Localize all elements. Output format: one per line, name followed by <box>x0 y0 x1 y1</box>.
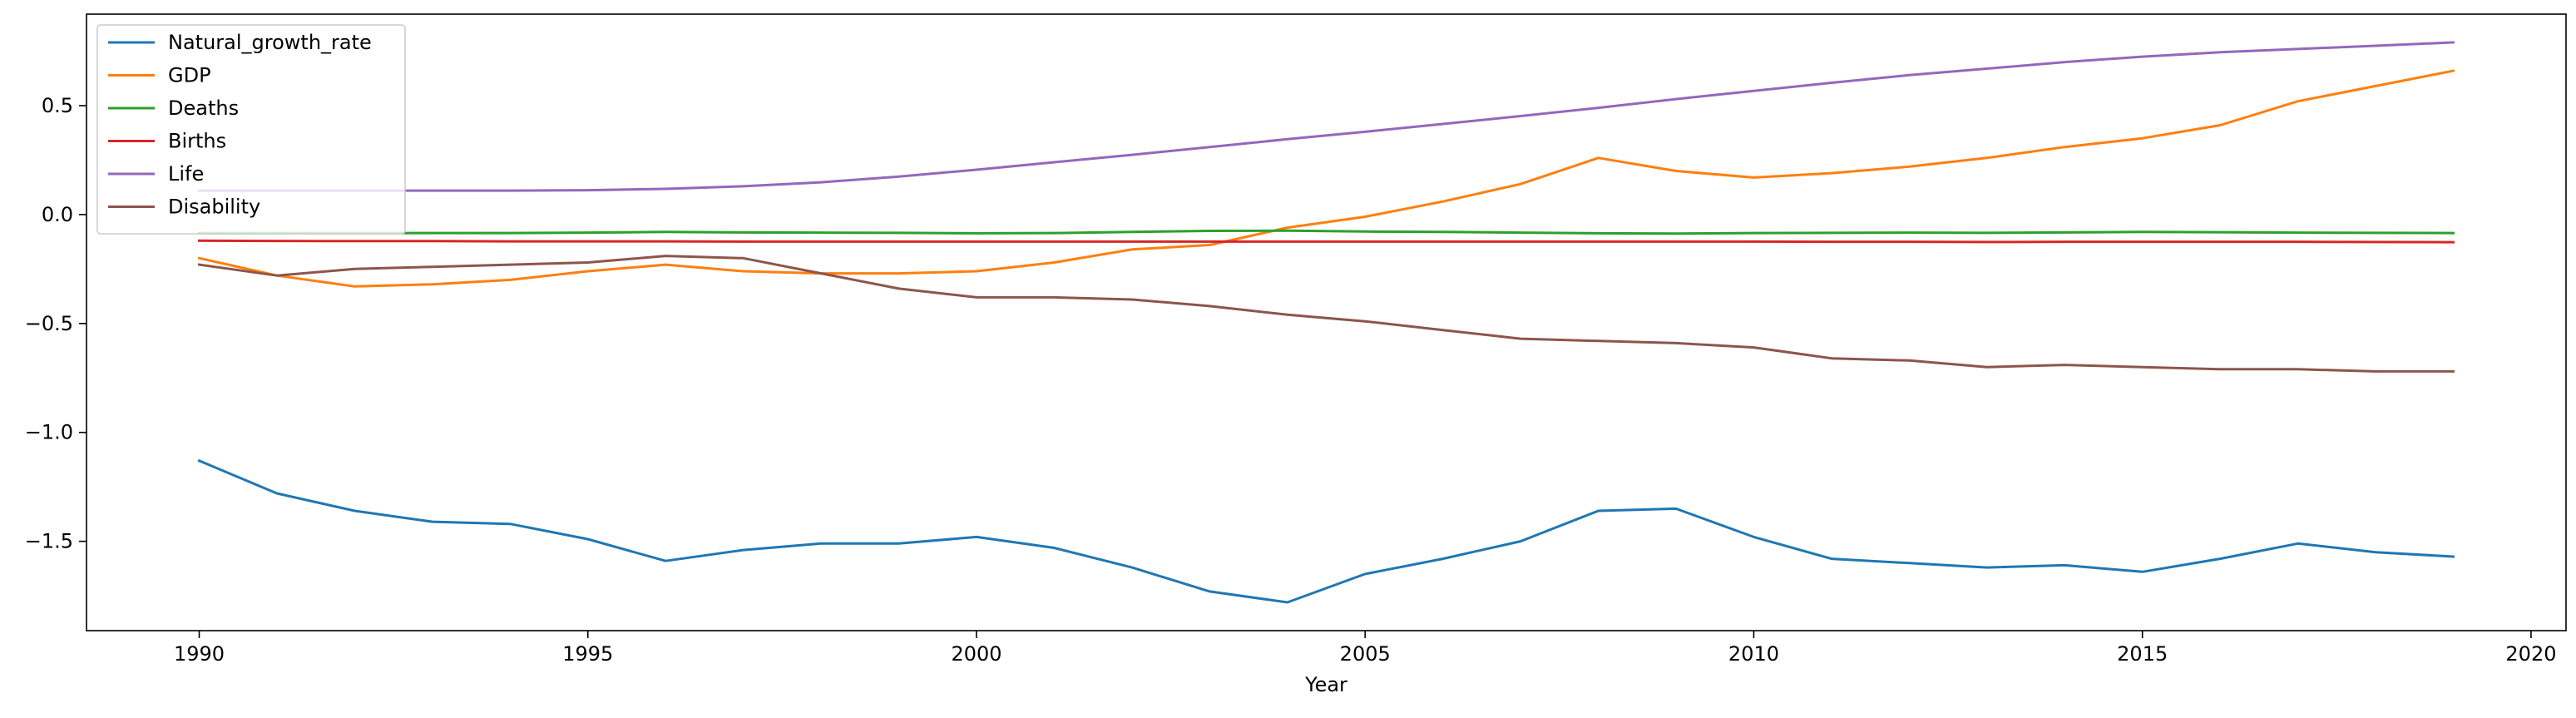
plot-frame <box>86 13 2567 631</box>
legend-box <box>96 24 406 235</box>
x-tick-label: 2020 <box>2505 642 2556 666</box>
legend-label: Births <box>168 130 226 153</box>
x-tick-label: 2010 <box>1728 642 1779 666</box>
series-line-natural-growth-rate <box>197 458 2455 604</box>
x-axis-label: Year <box>1304 673 1347 696</box>
x-tick-label: 1990 <box>174 642 225 666</box>
plot-layer <box>197 41 2455 604</box>
y-tick-label: −1.0 <box>25 421 73 444</box>
x-tick-label: 2000 <box>951 642 1001 666</box>
x-tick-label: 1995 <box>562 642 613 666</box>
y-tick-label: 0.5 <box>42 94 73 117</box>
legend-label: Life <box>168 162 204 186</box>
legend-label: Deaths <box>168 97 239 120</box>
series-line-life <box>198 41 2455 192</box>
series-line-births <box>197 239 2455 244</box>
y-tick-label: −0.5 <box>25 312 73 335</box>
legend: Natural_growth_rate GDP Deaths Births Life Di… <box>96 24 406 235</box>
legend-label: Disability <box>168 196 260 219</box>
legend-label: GDP <box>168 64 211 87</box>
legend-label: Natural_growth_rate <box>168 31 372 54</box>
axes-layer: 1990 1995 2000 2005 2010 2015 2020 −1.5 −1.0 −0.5… <box>25 13 2567 666</box>
series-line-gdp <box>197 69 2455 288</box>
y-tick-label: −1.5 <box>25 530 73 553</box>
y-tick-label: 0.0 <box>42 203 73 226</box>
series-line-deaths <box>198 229 2455 235</box>
series-line-disability <box>197 255 2455 373</box>
x-tick-label: 2005 <box>1340 642 1391 666</box>
x-tick-label: 2015 <box>2117 642 2168 666</box>
